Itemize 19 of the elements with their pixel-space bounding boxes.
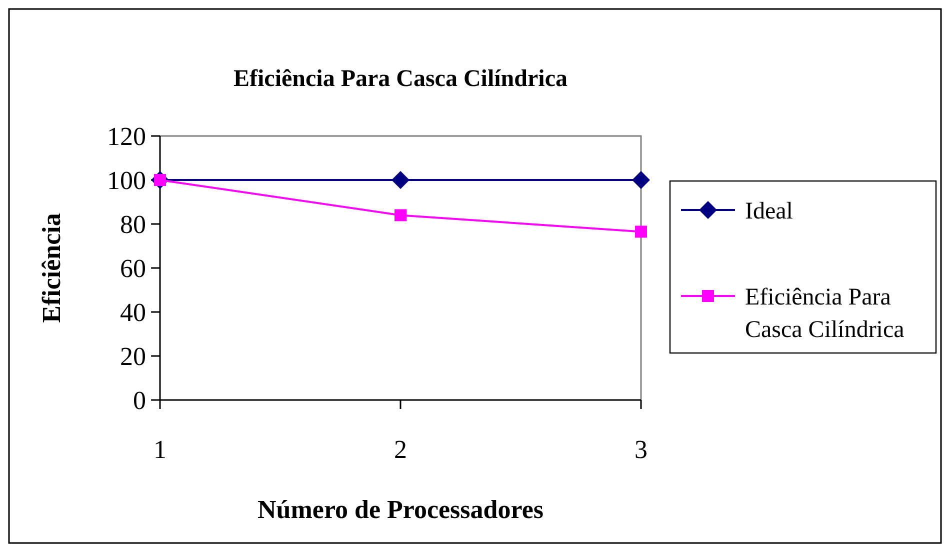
- point: [635, 226, 647, 238]
- x-tick-label: 1: [154, 435, 166, 464]
- point: [392, 171, 410, 189]
- point: [632, 171, 650, 189]
- point: [394, 209, 406, 222]
- y-tick-label: 20: [120, 342, 146, 372]
- x-axis-title: Número de Processadores: [258, 495, 544, 524]
- x-tick-label: 2: [394, 435, 407, 464]
- y-tick-label: 80: [120, 210, 146, 240]
- legend-label: Eficiência Para Casca Cilíndrica: [745, 284, 905, 343]
- legend-label: Ideal: [745, 198, 794, 224]
- y-tick-label: 0: [133, 386, 146, 416]
- y-tick-label: 120: [107, 122, 146, 152]
- chart-title: Eficiência Para Casca Cilíndrica: [234, 66, 568, 92]
- x-tick-label: 3: [634, 435, 648, 464]
- y-axis-title: Eficiência: [37, 213, 66, 323]
- y-tick-label: 40: [120, 298, 146, 328]
- y-tick-label: 100: [107, 166, 146, 196]
- y-tick-label: 60: [120, 254, 146, 284]
